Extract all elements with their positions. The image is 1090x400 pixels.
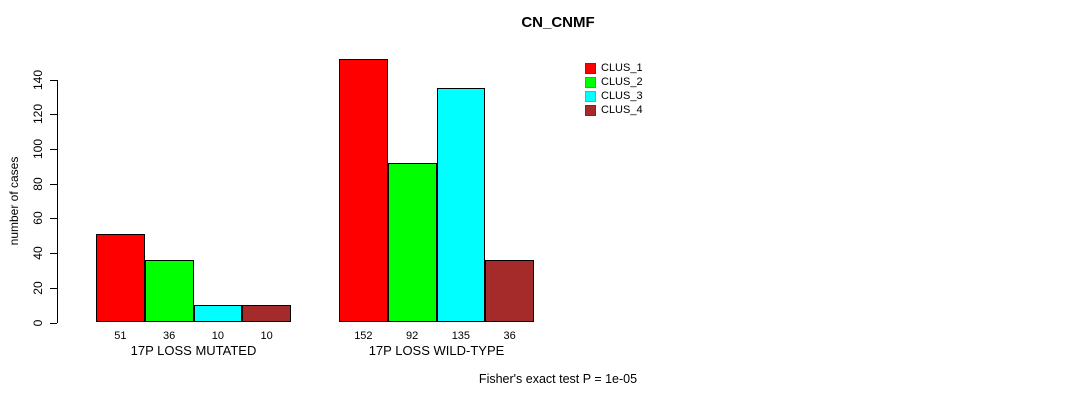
bar-value-label: 51 xyxy=(114,330,127,342)
y-axis-tick-label: 120 xyxy=(31,104,45,125)
bar-value-label: 10 xyxy=(260,330,273,342)
y-axis-tick xyxy=(50,148,57,150)
bar-value-label: 152 xyxy=(354,330,373,342)
y-axis-tick xyxy=(50,322,57,324)
chart-title: CN_CNMF xyxy=(521,14,595,31)
legend: CLUS_1 CLUS_2 CLUS_3 CLUS_4 xyxy=(585,62,643,118)
y-axis-tick-label: 20 xyxy=(31,281,45,295)
y-axis-tick-label: 0 xyxy=(31,319,45,326)
y-axis-label: number of cases xyxy=(7,156,21,246)
legend-swatch-icon xyxy=(585,91,596,102)
y-axis-tick xyxy=(50,183,57,185)
bar-clus_2-2 xyxy=(387,162,437,323)
bar-value-label: 36 xyxy=(503,330,516,342)
y-axis-tick-label: 100 xyxy=(31,138,45,159)
x-group-label: 17P LOSS MUTATED xyxy=(130,343,257,358)
legend-label: CLUS_3 xyxy=(601,90,643,102)
legend-swatch-icon xyxy=(585,63,596,74)
legend-swatch-icon xyxy=(585,105,596,116)
y-axis-tick-label: 60 xyxy=(31,211,45,226)
y-axis-tick-label: 80 xyxy=(31,176,45,191)
bar-clus_4-1 xyxy=(242,305,291,323)
bar-value-label: 92 xyxy=(406,330,419,342)
y-axis-tick xyxy=(50,253,57,255)
y-axis-tick xyxy=(50,218,57,220)
legend-label: CLUS_2 xyxy=(601,76,643,88)
bar-clus_1-1 xyxy=(96,233,145,323)
y-axis-tick xyxy=(50,79,57,81)
legend-swatch-icon xyxy=(585,77,596,88)
legend-item-clus_1: CLUS_1 xyxy=(585,62,643,75)
bar-value-label: 36 xyxy=(163,330,176,342)
y-axis-line xyxy=(57,79,58,323)
bar-clus_1-2 xyxy=(339,58,388,323)
y-axis-tick xyxy=(50,114,57,116)
legend-label: CLUS_4 xyxy=(601,104,643,116)
fisher-test-annotation: Fisher's exact test P = 1e-05 xyxy=(478,372,638,386)
bar-clus_4-2 xyxy=(485,260,534,323)
bar-clus_2-1 xyxy=(144,260,194,323)
legend-item-clus_2: CLUS_2 xyxy=(585,76,643,89)
bar-value-label: 10 xyxy=(211,330,224,342)
x-group-label: 17P LOSS WILD-TYPE xyxy=(368,343,505,358)
y-axis-tick-label: 40 xyxy=(31,246,45,260)
y-axis-tick-label: 140 xyxy=(31,69,45,90)
y-axis-tick xyxy=(50,287,57,289)
legend-item-clus_3: CLUS_3 xyxy=(585,90,643,103)
bar-clus_3-2 xyxy=(436,88,486,323)
bar-clus_3-1 xyxy=(193,305,243,323)
bar-value-label: 135 xyxy=(451,330,471,342)
legend-item-clus_4: CLUS_4 xyxy=(585,104,643,117)
legend-label: CLUS_1 xyxy=(601,62,643,74)
